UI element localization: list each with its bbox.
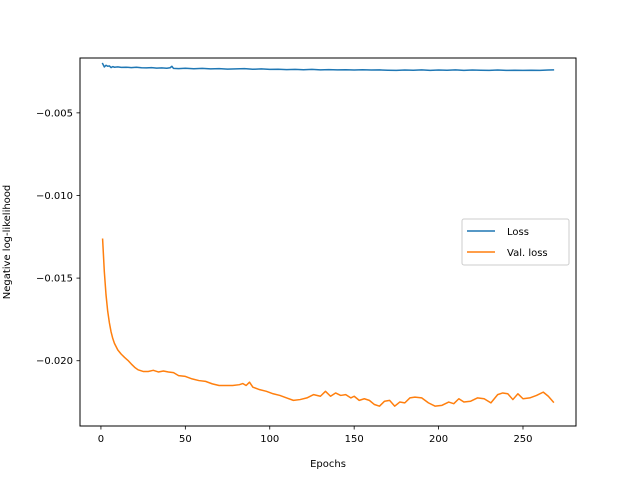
x-axis: 0 50 100 150 200 250	[98, 426, 533, 445]
legend-label-val-loss: Val. loss	[507, 248, 548, 259]
x-tick-label: 200	[429, 434, 448, 445]
series-layer	[101, 62, 555, 407]
x-tick-label: 250	[513, 434, 532, 445]
y-tick-label: −0.005	[36, 108, 73, 119]
y-tick-label: −0.015	[36, 274, 73, 285]
legend: Loss Val. loss	[461, 218, 570, 266]
plot-frame	[79, 57, 577, 427]
x-tick-label: 50	[179, 434, 192, 445]
x-tick-label: 0	[98, 434, 104, 445]
x-axis-label: Epochs	[310, 459, 346, 470]
y-axis: −0.005 −0.010 −0.015 −0.020	[36, 108, 80, 367]
x-tick-label: 150	[345, 434, 364, 445]
x-tick-label: 100	[260, 434, 279, 445]
legend-label-loss: Loss	[507, 227, 529, 238]
series-line-val-loss	[101, 238, 555, 407]
y-axis-label: Negative log-likelihood	[2, 185, 13, 300]
y-tick-label: −0.020	[36, 356, 73, 367]
series-line-loss	[101, 62, 555, 72]
y-tick-label: −0.010	[36, 191, 73, 202]
